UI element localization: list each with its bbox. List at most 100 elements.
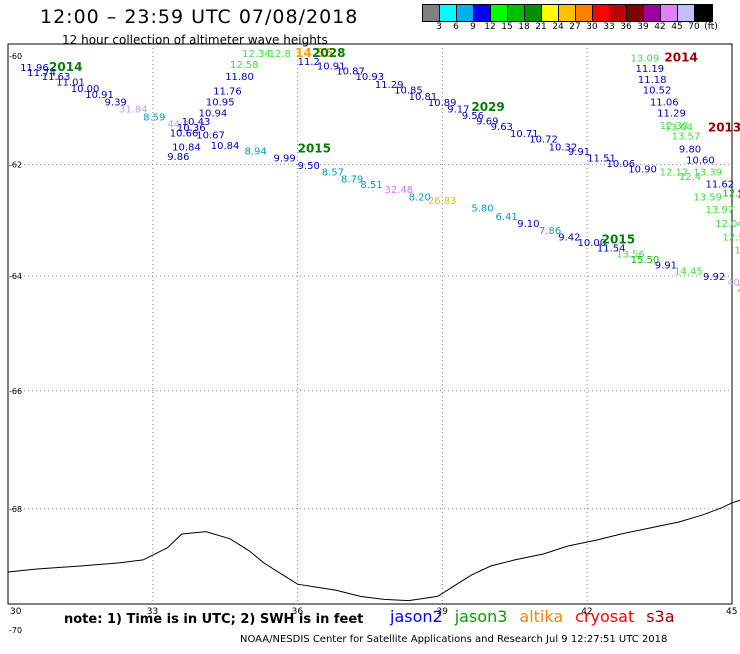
wave-height-value: 12.4 (679, 172, 701, 183)
wave-height-value: 10.60 (686, 155, 715, 166)
wave-height-value: 9.17 (447, 105, 469, 116)
colorbar-swatch (661, 5, 678, 21)
wave-height-value: 13.56 (616, 249, 645, 260)
colorbar-swatch (678, 5, 695, 21)
colorbar-swatch (695, 5, 712, 21)
wave-height-value: 8.59 (143, 113, 165, 124)
colorbar-label: 6 (453, 22, 459, 32)
wave-height-value: 10.72 (529, 134, 558, 145)
wave-height-value: 11.29 (657, 108, 686, 119)
colorbar-label: 18 (518, 22, 530, 32)
wave-height-value: 12.25 (734, 245, 740, 256)
legend-altika: altika (519, 607, 564, 626)
wave-height-value: 5.80 (471, 203, 493, 214)
x-tick-label: 33 (147, 607, 158, 617)
wave-height-value: 8.79 (341, 175, 363, 186)
wave-height-value: 11.06 (650, 97, 679, 108)
colorbar-swatch (525, 5, 542, 21)
page-title: 12:00 – 23:59 UTC 07/08/2018 (40, 6, 359, 28)
wave-height-value: 8.94 (245, 147, 267, 158)
wave-height-value: 10.85 (394, 86, 423, 97)
wave-height-value: 11.01 (56, 77, 85, 88)
wave-height-value: 13.57 (672, 132, 701, 143)
wave-height-value: 12.34 (242, 49, 271, 60)
footer-note: note: 1) Time is in UTC; 2) SWH is in fe… (64, 612, 364, 627)
satellite-legend: jason2 jason3 altika cryosat s3a (390, 607, 687, 626)
wave-height-value: 11.76 (213, 87, 242, 98)
wave-height-labels: 11.96 201411.7411.6311.0110.0010.919.3931… (20, 46, 740, 294)
wave-height-value: 32.48 (384, 185, 413, 196)
wave-height-value: 44.2 (167, 120, 189, 131)
coastline (7, 499, 740, 602)
wave-height-value: 10.93 (356, 72, 385, 83)
wave-height-value: 9.63 (491, 122, 513, 133)
wave-height-value: 9.92 (703, 272, 725, 283)
wave-height-value: 9.80 (679, 144, 701, 155)
wave-height-value: 12.8 (269, 49, 291, 60)
pass-time-label: 2014 (664, 50, 697, 64)
colorbar-swatch (627, 5, 644, 21)
pass-time-label: 2015 (298, 141, 331, 155)
wave-height-value: 10.89 (428, 98, 457, 109)
wave-height-value: 10.06 (607, 159, 636, 170)
wave-height-value: 9.39 (105, 97, 127, 108)
colorbar-swatch (491, 5, 508, 21)
x-tick-label: 42 (581, 607, 592, 617)
colorbar-swatch (457, 5, 474, 21)
colorbar-swatch (508, 5, 525, 21)
wave-height-value: 8.57 (322, 167, 344, 178)
wave-height-value: 10.52 (643, 86, 672, 97)
colorbar-label: 42 (654, 22, 666, 32)
colorbar-label: 3 (436, 22, 442, 32)
graticule (8, 44, 732, 604)
wave-height-value: 26.83 (428, 196, 457, 207)
colorbar-swatch (559, 5, 576, 21)
wave-height-value: 12.54 (722, 233, 740, 244)
map-frame (7, 43, 733, 605)
wave-height-value: 13.59 (693, 192, 722, 203)
y-tick-label: -64 (9, 272, 22, 281)
wave-height-value: 15.50 (631, 255, 660, 266)
wave-height-value: 11.80 (225, 72, 254, 83)
wave-height-value: 10.84 (172, 143, 201, 154)
wave-height-value: 7.86 (539, 226, 561, 237)
wave-height-value: 10.36 (177, 123, 206, 134)
pass-time-label: 14.36 (295, 46, 333, 60)
wave-height-value: 11.19 (635, 64, 664, 75)
legend-s3a: s3a (646, 607, 675, 626)
colorbar-swatch (440, 5, 457, 21)
wave-height-value: 13.09 (631, 53, 660, 64)
wave-height-value: 10.90 (628, 165, 657, 176)
wave-height-value: 13.97 (705, 205, 734, 216)
wave-height-value: 9.69 (476, 116, 498, 127)
x-tick-label: 36 (292, 607, 304, 617)
wave-height-value: 11.51 (587, 154, 616, 165)
colorbar-label: 24 (552, 22, 564, 32)
wave-height-value: 14.45 (674, 266, 703, 277)
wave-height-value: 10.00 (578, 238, 607, 249)
wave-height-value: 10.91 (317, 61, 346, 72)
wave-height-value: 10.94 (199, 108, 228, 119)
wave-height-value: 12.04 (715, 219, 740, 230)
wave-height-value: 12.5 (722, 188, 740, 199)
wave-height-value: 40.41 (727, 278, 740, 289)
pass-time-label: 2013 (708, 121, 740, 135)
wave-height-value: 10.91 (85, 90, 114, 101)
wave-height-value: 6.41 (495, 212, 517, 223)
colorbar-swatch (644, 5, 661, 21)
wave-height-value: 10.00 (71, 84, 100, 95)
colorbar-swatch (542, 5, 559, 21)
colorbar-label: (ft) (704, 22, 718, 32)
wave-height-value: 9.10 (517, 219, 539, 230)
wave-height-value: 11.62 (705, 180, 734, 191)
wave-height-value: 10.67 (196, 131, 225, 142)
wave-height-value: 11.29 (375, 80, 404, 91)
wave-height-value: 9.99 (273, 154, 295, 165)
colorbar-label: 33 (603, 22, 615, 32)
wave-height-value: 8.20 (409, 192, 431, 203)
wave-height-value: 10.57 (737, 190, 740, 201)
legend-jason3: jason3 (454, 607, 508, 626)
wave-height-value: 29.3 (737, 283, 740, 294)
